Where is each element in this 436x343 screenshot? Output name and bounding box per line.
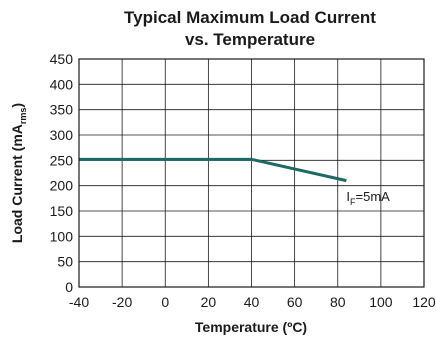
y-tick-label: 400	[50, 76, 74, 92]
y-tick-label: 300	[50, 127, 74, 143]
series-layer	[79, 157, 347, 183]
y-tick-label: 50	[57, 254, 73, 270]
y-tick-label: 0	[65, 279, 73, 295]
annotation-main: I	[346, 189, 350, 204]
x-tick-label: 0	[161, 294, 169, 310]
x-axis-label: Temperature (ºC)	[195, 319, 307, 335]
annotation-rest: =5mA	[356, 189, 391, 204]
x-tick-label: 40	[244, 294, 260, 310]
y-tick-label: 100	[50, 228, 74, 244]
x-tick-label: 60	[287, 294, 303, 310]
y-tick-label: 200	[50, 178, 74, 194]
chart-title: Typical Maximum Load Current	[124, 8, 376, 27]
x-tick-label: -20	[112, 294, 132, 310]
y-axis-label-sub: rms	[18, 108, 28, 125]
grid	[78, 58, 425, 288]
y-tick-label: 250	[50, 152, 74, 168]
x-tick-label: 20	[201, 294, 217, 310]
x-tick-label: 120	[412, 294, 436, 310]
series-annotation: IF=5mA	[346, 189, 390, 207]
x-tick-label: 100	[369, 294, 393, 310]
y-tick-label: 450	[50, 51, 74, 67]
y-axis-label-main: Load Current (mA	[9, 124, 25, 243]
annotation-sub: F	[350, 197, 356, 207]
x-tick-label: -40	[69, 294, 89, 310]
y-axis-label-end: )	[9, 103, 25, 108]
y-tick-label: 150	[50, 203, 74, 219]
y-tick-label: 350	[50, 102, 74, 118]
chart-subtitle: vs. Temperature	[185, 30, 315, 49]
series-line	[79, 157, 347, 183]
x-tick-label: 80	[330, 294, 346, 310]
y-axis-label: Load Current (mArms)	[9, 103, 28, 243]
plot-frame	[78, 58, 425, 288]
tick-labels: -40 -20 0 20 40 60 80 100 120 0 50 100 150 200 250 300 3…	[50, 51, 436, 310]
